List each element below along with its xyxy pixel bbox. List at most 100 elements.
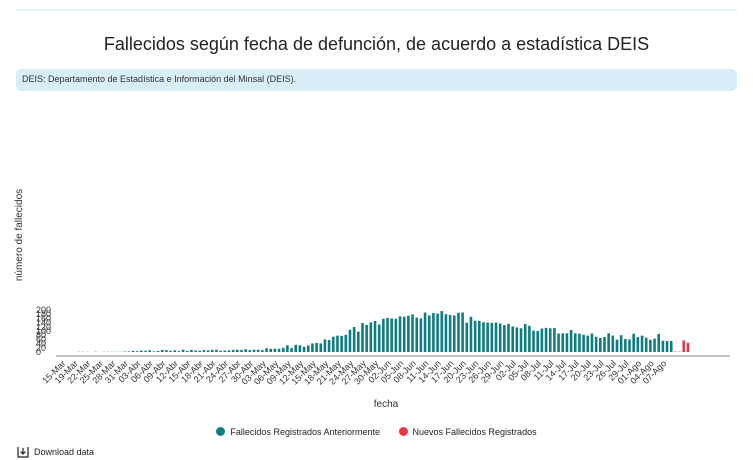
bar-previous[interactable]: [215, 349, 218, 352]
bar-previous[interactable]: [594, 336, 598, 352]
bar-previous[interactable]: [436, 313, 439, 352]
bar-previous[interactable]: [569, 329, 573, 352]
bar-previous[interactable]: [465, 322, 469, 352]
bar-previous[interactable]: [369, 322, 373, 352]
bar-previous[interactable]: [619, 335, 623, 352]
bar-previous[interactable]: [169, 350, 172, 352]
bar-previous[interactable]: [331, 336, 335, 352]
bar-previous[interactable]: [498, 323, 502, 352]
bar-previous[interactable]: [669, 341, 673, 352]
bar-previous[interactable]: [340, 335, 343, 352]
bar-previous[interactable]: [281, 347, 285, 352]
bar-previous[interactable]: [515, 327, 519, 352]
bar-previous[interactable]: [336, 335, 339, 352]
bar-previous[interactable]: [277, 348, 281, 352]
bar-previous[interactable]: [407, 315, 410, 352]
bar-previous[interactable]: [486, 322, 489, 352]
bar-previous[interactable]: [382, 318, 385, 352]
bar-previous[interactable]: [202, 350, 206, 352]
bar-previous[interactable]: [590, 333, 594, 352]
bar-previous[interactable]: [302, 346, 306, 352]
bar-previous[interactable]: [144, 350, 147, 352]
bar-previous[interactable]: [611, 335, 615, 352]
bar-previous[interactable]: [519, 328, 523, 352]
bar-previous[interactable]: [603, 337, 606, 352]
bar-previous[interactable]: [557, 333, 560, 352]
bar-previous[interactable]: [478, 320, 481, 352]
bar-previous[interactable]: [615, 339, 619, 352]
bar-previous[interactable]: [286, 345, 289, 352]
bar-previous[interactable]: [661, 340, 665, 352]
bar-previous[interactable]: [394, 318, 398, 352]
bar-previous[interactable]: [135, 351, 139, 352]
bar-previous[interactable]: [210, 349, 214, 352]
bar-previous[interactable]: [644, 337, 648, 352]
bar-previous[interactable]: [231, 349, 235, 352]
bar-new[interactable]: [682, 340, 686, 352]
bar-previous[interactable]: [290, 348, 293, 352]
bar-previous[interactable]: [244, 349, 247, 352]
download-data-link[interactable]: Download data: [17, 446, 94, 460]
bar-previous[interactable]: [311, 343, 314, 352]
legend-item-previous[interactable]: Fallecidos Registrados Anteriormente: [216, 427, 380, 437]
bar-previous[interactable]: [540, 328, 544, 352]
bar-previous[interactable]: [415, 317, 419, 352]
bar-previous[interactable]: [578, 333, 581, 352]
bar-previous[interactable]: [319, 343, 323, 352]
bar-previous[interactable]: [586, 335, 590, 352]
bar-previous[interactable]: [194, 350, 197, 352]
bar-previous[interactable]: [256, 349, 260, 352]
bar-previous[interactable]: [173, 350, 177, 352]
bar-previous[interactable]: [457, 312, 460, 352]
bar-previous[interactable]: [548, 328, 552, 352]
bar-previous[interactable]: [294, 344, 298, 352]
bar-previous[interactable]: [561, 333, 565, 352]
bar-previous[interactable]: [248, 350, 252, 352]
bar-previous[interactable]: [532, 330, 535, 352]
bar-previous[interactable]: [632, 333, 635, 352]
bar-previous[interactable]: [352, 327, 356, 352]
bar-previous[interactable]: [140, 350, 143, 352]
bar-previous[interactable]: [156, 350, 160, 352]
bar-previous[interactable]: [357, 331, 360, 352]
bar-previous[interactable]: [386, 317, 389, 352]
bar-previous[interactable]: [657, 333, 661, 352]
bar-previous[interactable]: [131, 350, 135, 352]
bar-previous[interactable]: [185, 350, 189, 352]
bar-previous[interactable]: [348, 329, 352, 352]
bar-previous[interactable]: [148, 350, 151, 352]
bar-previous[interactable]: [127, 351, 131, 352]
bar-previous[interactable]: [223, 350, 227, 352]
bar-previous[interactable]: [402, 316, 406, 352]
bar-previous[interactable]: [306, 345, 310, 352]
bar-previous[interactable]: [152, 351, 156, 352]
bar-previous[interactable]: [240, 349, 243, 352]
bar-previous[interactable]: [653, 338, 656, 352]
bar-previous[interactable]: [361, 323, 364, 352]
bar-previous[interactable]: [165, 350, 168, 352]
bar-previous[interactable]: [469, 316, 473, 352]
bar-previous[interactable]: [160, 349, 164, 352]
bar-previous[interactable]: [523, 324, 527, 352]
bar-previous[interactable]: [269, 348, 272, 352]
bar-previous[interactable]: [553, 328, 556, 352]
bar-previous[interactable]: [490, 322, 494, 352]
bar-previous[interactable]: [373, 320, 377, 352]
bar-previous[interactable]: [219, 350, 222, 352]
bar-previous[interactable]: [573, 333, 577, 352]
bar-previous[interactable]: [273, 348, 277, 352]
bar-previous[interactable]: [461, 312, 464, 352]
bar-previous[interactable]: [482, 322, 485, 352]
bar-previous[interactable]: [503, 325, 506, 352]
bar-previous[interactable]: [365, 324, 368, 352]
bar-previous[interactable]: [398, 316, 402, 352]
bar-previous[interactable]: [528, 325, 531, 352]
bar-previous[interactable]: [252, 349, 256, 352]
bar-previous[interactable]: [265, 348, 268, 352]
bar-previous[interactable]: [628, 339, 631, 352]
bar-previous[interactable]: [323, 339, 327, 352]
bar-previous[interactable]: [565, 333, 569, 352]
bar-previous[interactable]: [344, 334, 348, 352]
bar-previous[interactable]: [327, 340, 331, 352]
bar-previous[interactable]: [390, 318, 393, 352]
